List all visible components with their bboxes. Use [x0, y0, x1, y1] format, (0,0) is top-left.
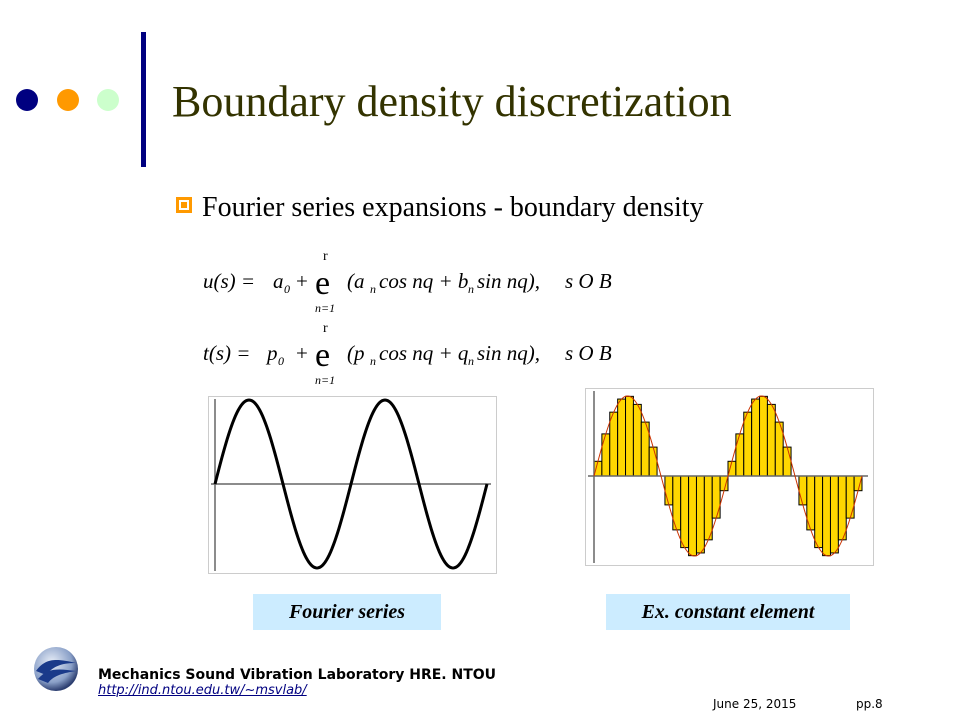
step-bar	[664, 475, 674, 506]
eq2-sum-bottom: n=1	[315, 373, 335, 387]
page-number: pp.8	[856, 697, 883, 711]
eq1-sum-bottom: n=1	[315, 301, 335, 315]
ntou-wave-logo-icon	[34, 647, 78, 691]
sine-curve	[213, 398, 489, 570]
constant-element-plot	[585, 388, 874, 566]
step-bar	[593, 460, 603, 477]
equation-u: u(s) = a 0 + r e n=1 (a n cos nq + b n s…	[203, 249, 612, 315]
lab-name: Mechanics Sound Vibration Laboratory HRE…	[98, 667, 497, 683]
step-bar	[727, 460, 737, 477]
slide-date: June 25, 2015	[713, 697, 797, 711]
step-bar	[822, 475, 831, 557]
step-bar	[743, 411, 753, 477]
eq2-const: p	[265, 341, 278, 365]
step-bar	[648, 446, 658, 477]
eq1-term-sub2: n	[468, 282, 474, 296]
step-bar	[782, 446, 792, 477]
eq1-term-end: sin nq),	[477, 269, 540, 293]
slide-title: Boundary density discretization	[172, 77, 732, 126]
caption-fourier-series: Fourier series	[253, 594, 441, 630]
eq1-const-sub: 0	[284, 282, 290, 296]
equation-t: t(s) = p 0 + r e n=1 (p n cos nq + q n s…	[203, 321, 612, 387]
title-accent-bar	[141, 32, 146, 167]
step-bar	[759, 395, 768, 477]
step-bar	[609, 411, 619, 477]
eq1-term-mid: cos nq + b	[379, 269, 468, 293]
step-bar	[617, 398, 627, 477]
step-bar	[695, 475, 705, 554]
step-bar	[711, 475, 721, 519]
step-bar	[688, 475, 697, 557]
red-sine-curve	[593, 395, 863, 557]
step-bar	[735, 433, 745, 477]
step-bar	[837, 475, 847, 541]
eq1-sum-symbol: e	[315, 265, 330, 302]
step-bar	[625, 395, 634, 477]
step-bar	[814, 475, 824, 549]
eq1-term-sub1: n	[370, 282, 376, 296]
eq2-sum-top: r	[323, 321, 328, 336]
step-bar	[719, 475, 729, 492]
eq1-plus: +	[296, 269, 308, 293]
step-bar	[680, 475, 690, 549]
step-bar	[766, 403, 776, 477]
lab-url-link[interactable]: http://ind.ntou.edu.tw/~msvlab/	[98, 683, 307, 698]
eq2-term-end: sin nq),	[477, 341, 540, 365]
step-bar	[853, 475, 863, 492]
decor-dot-mint	[97, 89, 119, 111]
step-bar	[632, 403, 642, 477]
eq2-term-sub1: n	[370, 354, 376, 368]
step-bar	[798, 475, 808, 506]
step-bar	[751, 398, 761, 477]
fourier-series-plot	[208, 396, 497, 574]
eq2-sum-symbol: e	[315, 337, 330, 374]
eq2-plus: +	[296, 341, 308, 365]
eq1-domain: s O B	[565, 269, 612, 293]
step-bar	[601, 433, 611, 477]
eq2-term-mid: cos nq + q	[379, 341, 469, 365]
decor-dot-navy	[16, 89, 38, 111]
eq2-const-sub: 0	[278, 354, 284, 368]
eq2-term: (p	[347, 341, 365, 365]
step-bar	[829, 475, 839, 554]
step-bar	[845, 475, 855, 519]
eq1-sum-top: r	[323, 249, 328, 264]
eq1-const: a	[273, 269, 284, 293]
eq1-lhs: u(s) =	[203, 269, 255, 293]
step-bar	[703, 475, 713, 541]
bullet-text: Fourier series expansions - boundary den…	[202, 192, 704, 223]
eq2-term-sub2: n	[468, 354, 474, 368]
eq1-term: (a	[347, 269, 365, 293]
square-bullet-icon	[176, 197, 192, 213]
caption-constant-element: Ex. constant element	[606, 594, 850, 630]
equations-block: u(s) = a 0 + r e n=1 (a n cos nq + b n s…	[203, 249, 612, 387]
eq2-domain: s O B	[565, 341, 612, 365]
decor-dot-orange	[57, 89, 79, 111]
eq2-lhs: t(s) =	[203, 341, 250, 365]
